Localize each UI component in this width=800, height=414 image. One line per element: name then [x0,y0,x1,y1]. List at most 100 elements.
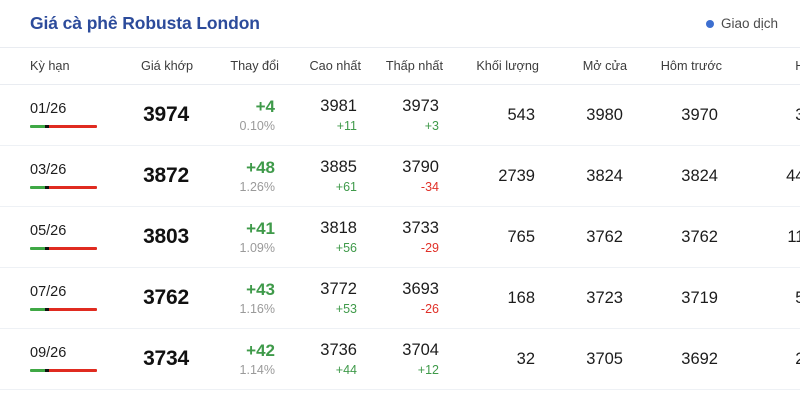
high-diff: +11 [336,118,357,133]
cell-high: 3818 +56 [279,206,361,268]
column-header-high[interactable]: Cao nhất [279,47,361,85]
open-interest-value: 11073 [722,228,800,247]
range-bar-green [30,368,45,373]
column-header-open[interactable]: Mở cửa [539,47,627,85]
cell-change: +48 1.26% [193,145,279,207]
cell-open: 3723 [539,267,627,329]
high-diff: +56 [335,240,357,255]
cell-low: 3790 -34 [361,145,443,207]
cell-high: 3981 +11 [279,84,361,146]
column-header-term[interactable]: Kỳ hạn [0,47,105,85]
cell-open-interest: 5670 [722,267,800,329]
cell-high: 3772 +53 [279,267,361,329]
price-value: 3803 [143,225,189,248]
low-value: 3973 [402,97,439,116]
term-label: 09/26 [30,344,67,361]
high-diff: +61 [335,179,357,194]
prev-value: 3692 [681,349,718,368]
table-body: 01/26 3974 +4 0.10% 3981 +11 3973 +3 543 3980 3970… [0,84,800,390]
price-table-scroll[interactable]: Kỳ hạn Giá khớp Thay đổi Cao nhất Thấp n… [0,47,800,390]
open-value: 3705 [586,349,623,368]
change-value: +4 [255,96,275,116]
legend: Giao dịch [705,16,778,31]
cell-change: +42 1.14% [193,328,279,390]
cell-open: 3980 [539,84,627,146]
column-header-low[interactable]: Thấp nhất [361,47,443,85]
column-header-prev[interactable]: Hôm trước [627,47,722,85]
cell-volume: 2739 [443,145,539,207]
change-percent: 0.10% [239,119,275,134]
table-head: Kỳ hạn Giá khớp Thay đổi Cao nhất Thấp n… [0,47,800,85]
cell-term: 05/26 [0,206,105,268]
cell-high: 3736 +44 [279,328,361,390]
cell-high: 3885 +61 [279,145,361,207]
range-bar [30,185,97,190]
cell-term: 01/26 [0,84,105,146]
column-header-open-interest[interactable]: HĐ mở [722,47,800,85]
open-interest-value: 44523 [722,167,800,186]
column-header-price[interactable]: Giá khớp [105,47,193,85]
low-diff: -26 [420,301,439,316]
cell-price: 3974 [105,84,193,146]
low-diff: -34 [420,179,439,194]
cell-volume: 543 [443,84,539,146]
volume-value: 765 [507,227,535,246]
high-value: 3981 [320,97,357,116]
open-interest-value: 3843 [722,106,800,125]
volume-value: 543 [507,105,535,124]
cell-open-interest: 44523 [722,145,800,207]
price-table: Kỳ hạn Giá khớp Thay đổi Cao nhất Thấp n… [0,47,800,390]
table-row[interactable]: 01/26 3974 +4 0.10% 3981 +11 3973 +3 543 3980 3970… [0,84,800,146]
column-header-volume[interactable]: Khối lượng [443,47,539,85]
range-bar-marker [44,307,49,312]
range-bar-marker [44,246,49,251]
cell-change: +41 1.09% [193,206,279,268]
change-value: +41 [246,218,275,238]
cell-low: 3693 -26 [361,267,443,329]
prev-value: 3970 [681,105,718,124]
open-value: 3980 [586,105,623,124]
open-interest-head: 384 [795,105,800,124]
cell-prev: 3762 [627,206,722,268]
cell-volume: 32 [443,328,539,390]
open-interest-head: 291 [795,349,800,368]
cell-open-interest: 2918 [722,328,800,390]
cell-prev: 3970 [627,84,722,146]
table-header-row: Kỳ hạn Giá khớp Thay đổi Cao nhất Thấp n… [0,47,800,85]
change-value: +42 [246,340,275,360]
change-value: +43 [246,279,275,299]
open-value: 3824 [586,166,623,185]
open-interest-head: 4452 [786,166,800,185]
cell-open-interest: 3843 [722,84,800,146]
range-bar [30,246,97,251]
cell-volume: 168 [443,267,539,329]
column-header-change[interactable]: Thay đổi [193,47,279,85]
range-bar-marker [44,368,49,373]
range-bar-red [48,124,97,129]
table-row[interactable]: 05/26 3803 +41 1.09% 3818 +56 3733 -29 765 3762 37… [0,206,800,268]
high-diff: +53 [335,301,357,316]
low-diff: +12 [417,362,439,377]
table-row[interactable]: 03/26 3872 +48 1.26% 3885 +61 3790 -34 2739 3824 3… [0,145,800,207]
term-label: 05/26 [30,222,67,239]
range-bar-green [30,246,45,251]
change-percent: 1.14% [239,363,275,378]
price-value: 3974 [143,103,189,126]
cell-term: 09/26 [0,328,105,390]
cell-change: +43 1.16% [193,267,279,329]
low-value: 3733 [402,219,439,238]
change-percent: 1.16% [239,302,275,317]
open-interest-value: 2918 [722,350,800,369]
cell-price: 3762 [105,267,193,329]
table-row[interactable]: 09/26 3734 +42 1.14% 3736 +44 3704 +12 32 3705 369… [0,328,800,390]
high-value: 3736 [320,341,357,360]
range-bar-green [30,307,45,312]
high-value: 3885 [320,158,357,177]
prev-value: 3762 [681,227,718,246]
legend-label: Giao dịch [720,16,778,31]
cell-prev: 3719 [627,267,722,329]
table-row[interactable]: 07/26 3762 +43 1.16% 3772 +53 3693 -26 168 3723 37… [0,267,800,329]
cell-open: 3705 [539,328,627,390]
low-value: 3693 [402,280,439,299]
